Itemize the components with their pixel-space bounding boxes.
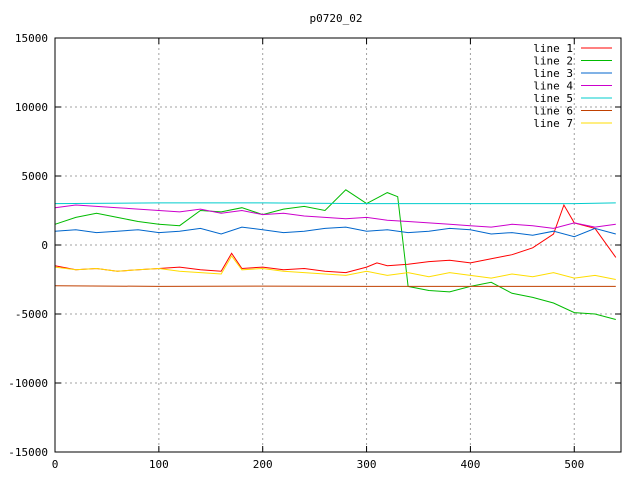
series-lines xyxy=(54,189,617,320)
legend-label: line 6 xyxy=(533,105,573,118)
x-axis-ticks: 0 100 200 300 400 500 xyxy=(52,38,584,471)
series-line-6 xyxy=(54,285,616,287)
y-tick-label: -15000 xyxy=(8,446,48,459)
x-tick-label: 400 xyxy=(460,458,480,471)
y-tick-label: -10000 xyxy=(8,377,48,390)
legend-label: line 5 xyxy=(533,92,573,105)
x-tick-label: 200 xyxy=(253,458,273,471)
legend-label: line 4 xyxy=(533,80,573,93)
y-tick-label: 10000 xyxy=(15,101,48,114)
series-line-5 xyxy=(54,202,616,205)
series-line-4 xyxy=(54,204,616,229)
x-tick-label: 300 xyxy=(357,458,377,471)
series-line-3 xyxy=(54,226,616,238)
chart-title: p0720_02 xyxy=(310,12,363,25)
y-tick-label: 15000 xyxy=(15,32,48,45)
legend-label: line 2 xyxy=(533,55,573,68)
x-tick-label: 100 xyxy=(149,458,169,471)
legend-label: line 7 xyxy=(533,117,573,130)
y-tick-label: -5000 xyxy=(15,308,48,321)
legend-label: line 3 xyxy=(533,67,573,80)
x-tick-label: 0 xyxy=(52,458,59,471)
series-line-1 xyxy=(54,203,617,274)
y-tick-label: 5000 xyxy=(22,170,49,183)
y-tick-label: 0 xyxy=(41,239,48,252)
legend-label: line 1 xyxy=(533,42,573,55)
grid xyxy=(55,38,621,452)
y-axis-ticks: -15000 -10000 -5000 0 5000 10000 15000 xyxy=(8,32,621,459)
series-line-2 xyxy=(54,189,616,320)
series-line-7 xyxy=(54,255,616,280)
x-tick-label: 500 xyxy=(564,458,584,471)
